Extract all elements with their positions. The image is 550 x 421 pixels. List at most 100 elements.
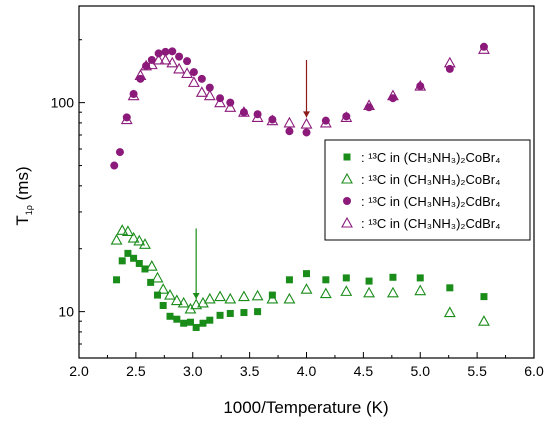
data-point xyxy=(173,62,186,74)
arrow-head xyxy=(303,111,310,118)
data-point xyxy=(224,292,237,304)
data-point xyxy=(113,276,121,284)
legend: : ¹³C in (CH₃NH₃)₂CoBr₄ : ¹³C in (CH₃NH₃)… xyxy=(324,139,531,241)
data-point xyxy=(303,270,310,278)
data-point xyxy=(195,86,208,97)
data-point xyxy=(445,64,454,73)
data-point xyxy=(214,290,226,302)
data-point xyxy=(319,287,332,299)
data-point xyxy=(387,89,399,101)
legend-marker xyxy=(343,197,351,205)
data-point xyxy=(224,101,237,112)
data-point xyxy=(446,284,454,292)
data-point xyxy=(203,292,216,304)
data-point xyxy=(159,301,167,309)
data-point xyxy=(159,53,172,65)
data-point xyxy=(152,53,165,65)
series-2 xyxy=(110,224,490,326)
data-point xyxy=(443,56,456,68)
data-point xyxy=(203,89,216,101)
data-point xyxy=(240,309,248,317)
data-point xyxy=(135,259,143,267)
data-point xyxy=(136,74,145,83)
data-point xyxy=(388,94,397,103)
data-point xyxy=(283,116,296,128)
data-point xyxy=(205,83,214,92)
data-point xyxy=(480,293,488,301)
data-point xyxy=(161,47,170,56)
axis-ticks: 2.0 2.5 3.0 3.5 4.0 4.5 5.0 5.5 6.0 10 100 xyxy=(51,39,544,379)
data-point xyxy=(443,306,456,318)
plot-area xyxy=(110,42,490,331)
data-point xyxy=(139,238,151,249)
data-point xyxy=(118,257,126,265)
data-point xyxy=(206,316,214,324)
data-point xyxy=(164,288,176,300)
data-point xyxy=(342,112,351,121)
data-point xyxy=(283,292,296,304)
x-tick-label: 4.0 xyxy=(297,363,317,379)
data-point xyxy=(189,68,198,77)
data-point xyxy=(177,296,190,308)
data-point xyxy=(166,56,179,68)
data-point xyxy=(285,276,293,284)
data-point xyxy=(173,315,181,323)
legend-label: : ¹³C in (CH₃NH₃)₂CoBr₄ xyxy=(361,172,500,187)
data-point xyxy=(478,43,490,54)
legend-marker xyxy=(343,153,351,161)
data-point xyxy=(145,260,158,271)
legend-box xyxy=(324,139,531,241)
legend-marker xyxy=(341,216,353,228)
x-tick-label: 2.5 xyxy=(126,363,146,379)
data-point xyxy=(416,274,424,282)
data-point xyxy=(170,294,183,306)
x-tick-label: 5.5 xyxy=(467,363,487,379)
data-point xyxy=(268,291,276,299)
data-point xyxy=(266,292,279,304)
data-point xyxy=(120,113,133,125)
data-point xyxy=(133,234,146,246)
data-point xyxy=(187,76,200,87)
x-tick-label: 4.5 xyxy=(354,363,374,379)
data-point xyxy=(186,318,194,326)
x-tick-label: 5.0 xyxy=(411,363,431,379)
data-point xyxy=(199,319,207,327)
data-point xyxy=(251,289,264,301)
data-point xyxy=(268,115,277,124)
data-point xyxy=(183,57,192,66)
data-point xyxy=(116,224,129,235)
data-point xyxy=(192,323,200,331)
data-point xyxy=(342,274,350,282)
x-axis-label: 1000/Temperature (K) xyxy=(223,398,388,417)
data-point xyxy=(147,278,155,286)
data-point xyxy=(127,89,140,101)
data-point xyxy=(168,47,177,56)
legend-label: : ¹³C in (CH₃NH₃)₂CdBr₄ xyxy=(361,216,500,231)
x-tick-label: 3.5 xyxy=(240,363,260,379)
data-point xyxy=(340,285,353,296)
data-point xyxy=(238,106,250,117)
data-point xyxy=(365,277,373,285)
data-point xyxy=(124,249,132,257)
data-point xyxy=(251,111,264,122)
series-4 xyxy=(120,43,490,129)
annotation-arrow xyxy=(303,59,310,118)
series-1 xyxy=(113,249,488,331)
data-point xyxy=(154,49,163,58)
data-point xyxy=(238,290,250,302)
data-point xyxy=(414,79,427,91)
data-point xyxy=(134,69,147,80)
data-point xyxy=(216,311,224,319)
data-point xyxy=(121,225,134,236)
data-point xyxy=(478,315,490,326)
data-point xyxy=(190,298,203,310)
legend-marker xyxy=(341,172,353,184)
data-point xyxy=(122,113,131,122)
data-point xyxy=(300,117,313,129)
data-point xyxy=(151,271,164,283)
data-point xyxy=(157,283,170,294)
data-point xyxy=(340,111,353,122)
data-point xyxy=(115,148,124,157)
data-point xyxy=(180,319,188,327)
